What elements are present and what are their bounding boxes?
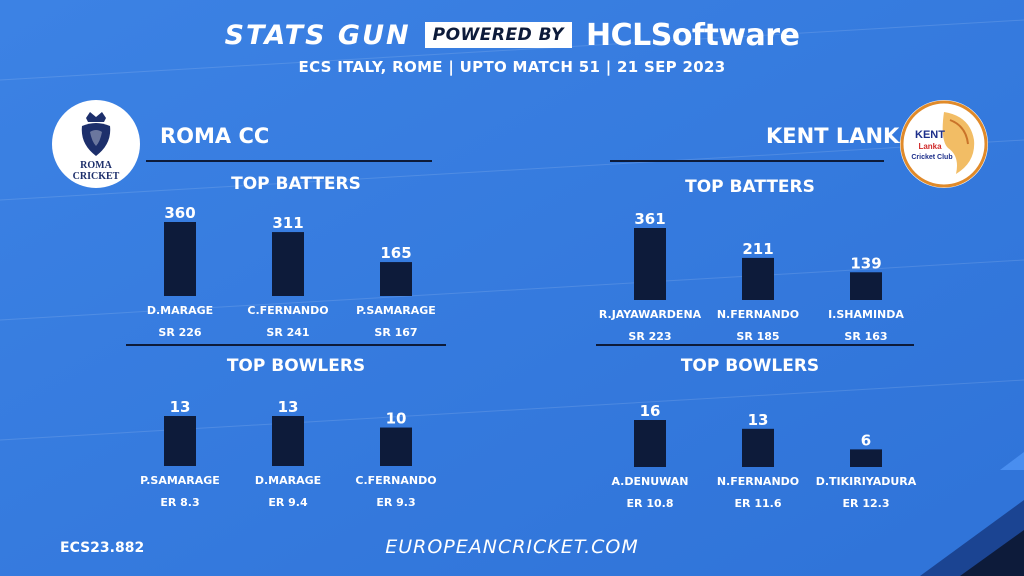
roma-batters-chart-value-label-2: 165 [380,244,411,262]
kent-bowlers-chart: 16 A.DENUWAN ER 10.8 13 N.FERNANDO ER 11.6 6 D.… [611,402,917,510]
kent-batters-title: TOP BATTERS [685,177,815,197]
roma-cricket-logo: ROMA CRICKET [52,100,140,188]
subtitle: ECS ITALY, ROME | UPTO MATCH 51 | 21 SEP… [298,58,726,76]
team-name-roma: ROMA CC [160,124,270,148]
kent-bowlers-chart-bar-2 [850,449,882,467]
roma-batters-chart-bar-2 [380,262,412,296]
roma-bowlers-chart-sublabel-0: ER 8.3 [160,496,199,509]
roma-batters-chart-sublabel-2: SR 167 [374,326,417,339]
roma-batters-chart-bar-1 [272,232,304,296]
kent-bowlers-chart-category-label-0: A.DENUWAN [611,475,688,488]
kent-bowlers-chart-category-label-1: N.FERNANDO [717,475,799,488]
kent-batters-chart-sublabel-2: SR 163 [844,330,887,343]
kent-lanka-logo: KENT Lanka Cricket Club [900,100,988,188]
team-divider-right [610,160,884,162]
svg-text:CRICKET: CRICKET [73,171,120,182]
sponsor-logo: HCLSoftware [585,17,800,53]
kent-bowlers-chart-sublabel-1: ER 11.6 [735,497,782,510]
roma-batters-chart-category-label-0: D.MARAGE [147,304,213,317]
kent-batters-chart-category-label-1: N.FERNANDO [717,308,799,321]
roma-batters-chart-category-label-2: P.SAMARAGE [356,304,436,317]
kent-batters-chart-category-label-0: R.JAYAWARDENA [599,308,702,321]
kent-batters-chart-value-label-0: 361 [634,210,665,228]
roma-bowlers-chart-value-label-0: 13 [170,398,191,416]
roma-batters-chart-category-label-1: C.FERNANDO [247,304,328,317]
roma-bowlers-chart-bar-1 [272,416,304,466]
roma-bowlers-chart-sublabel-1: ER 9.4 [268,496,308,509]
roma-batters-chart: 360 D.MARAGE SR 226 311 C.FERNANDO SR 241 165 P… [147,204,436,339]
kent-bowlers-chart-category-label-2: D.TIKIRIYADURA [816,475,917,488]
roma-batters-chart-value-label-0: 360 [164,204,195,222]
roma-batters-chart-sublabel-1: SR 241 [266,326,309,339]
powered-by-badge: POWERED BY [424,22,572,48]
kent-batters-chart: 361 R.JAYAWARDENA SR 223 211 N.FERNANDO SR 18… [599,210,905,343]
lion-emblem-icon: KENT Lanka Cricket Club [900,100,988,188]
roma-bowlers-chart-category-label-1: D.MARAGE [255,474,321,487]
roma-batters-chart-bar-0 [164,222,196,296]
kent-batters-chart-value-label-1: 211 [742,240,773,258]
roma-bowlers-title: TOP BOWLERS [226,356,366,376]
svg-text:KENT: KENT [915,129,945,141]
kent-bowlers-chart-value-label-1: 13 [748,411,769,429]
roma-bowlers-chart: 13 P.SAMARAGE ER 8.3 13 D.MARAGE ER 9.4 10 C.FE… [140,398,436,509]
kent-bowlers-chart-bar-1 [742,428,774,467]
svg-text:ROMA: ROMA [80,160,112,171]
roma-section-divider [126,344,446,346]
team-name-kent: KENT LANKA [766,124,916,148]
kent-bowlers-chart-bar-0 [634,420,666,467]
kent-batters-chart-sublabel-0: SR 223 [628,330,671,343]
footer-url[interactable]: EUROPEANCRICKET.COM [385,536,639,558]
roma-bowlers-chart-category-label-2: C.FERNANDO [355,474,436,487]
footer-code: ECS23.882 [60,540,145,556]
roma-batters-chart-value-label-1: 311 [272,214,303,232]
kent-batters-chart-category-label-2: I.SHAMINDA [828,308,904,321]
kent-bowlers-chart-value-label-0: 16 [640,402,661,420]
kent-batters-chart-value-label-2: 139 [850,254,881,272]
roma-bowlers-chart-bar-2 [380,427,412,466]
team-divider-left [146,160,432,162]
brand-title: STATS GUN [224,19,411,51]
kent-bowlers-chart-sublabel-2: ER 12.3 [843,497,890,510]
kent-batters-chart-bar-1 [742,257,774,300]
roma-bowlers-chart-bar-0 [164,416,196,466]
kent-batters-chart-bar-2 [850,272,882,300]
roma-batters-title: TOP BATTERS [231,174,361,194]
kent-batters-chart-sublabel-1: SR 185 [736,330,779,343]
roma-bowlers-chart-category-label-0: P.SAMARAGE [140,474,220,487]
kent-bowlers-chart-sublabel-0: ER 10.8 [627,497,674,510]
header: STATS GUN POWERED BY HCLSoftware [0,14,1024,56]
svg-text:Lanka: Lanka [918,142,942,151]
kent-batters-chart-bar-0 [634,228,666,300]
kent-bowlers-title: TOP BOWLERS [680,356,820,376]
lion-crest-icon: ROMA CRICKET [73,112,120,182]
kent-bowlers-chart-value-label-2: 6 [861,431,871,449]
svg-text:Cricket Club: Cricket Club [911,154,952,161]
roma-bowlers-chart-value-label-1: 13 [278,398,299,416]
kent-section-divider [596,344,914,346]
roma-batters-chart-sublabel-0: SR 226 [158,326,202,339]
roma-bowlers-chart-sublabel-2: ER 9.3 [376,496,415,509]
roma-bowlers-chart-value-label-2: 10 [386,410,407,428]
